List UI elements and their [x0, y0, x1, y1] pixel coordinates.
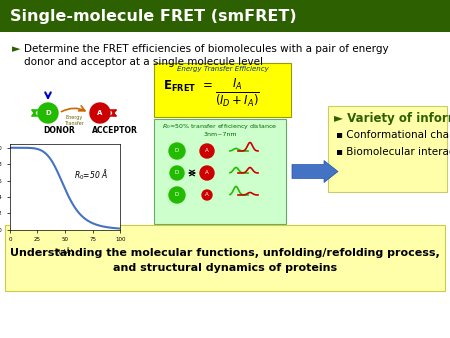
FancyBboxPatch shape: [328, 106, 447, 192]
Text: and structural dynamics of proteins: and structural dynamics of proteins: [113, 263, 337, 273]
Text: DONOR: DONOR: [43, 126, 75, 135]
Text: D: D: [175, 193, 179, 197]
Bar: [0, 0, 450, 32]
Text: Energy Transfer Efficiency: Energy Transfer Efficiency: [176, 66, 268, 72]
Text: ▪ Biomolecular interactions: ▪ Biomolecular interactions: [336, 147, 450, 157]
Text: Energy
Transfer: Energy Transfer: [64, 115, 84, 126]
Text: Determine the FRET efficiencies of biomolecules with a pair of energy: Determine the FRET efficiencies of biomo…: [24, 44, 389, 54]
Text: A: A: [205, 170, 209, 175]
Text: D: D: [175, 170, 179, 175]
FancyBboxPatch shape: [154, 63, 291, 117]
Circle shape: [169, 143, 185, 159]
Circle shape: [200, 166, 214, 180]
Text: ▪ Conformational changes: ▪ Conformational changes: [336, 130, 450, 140]
Text: D: D: [175, 148, 179, 153]
FancyBboxPatch shape: [154, 119, 286, 224]
FancyArrow shape: [292, 161, 338, 183]
Text: A: A: [205, 193, 209, 197]
Circle shape: [169, 187, 185, 203]
Text: $R_0$=50% transfer efficiency distance
3nm~7nm: $R_0$=50% transfer efficiency distance 3…: [162, 122, 278, 137]
Circle shape: [202, 190, 212, 200]
Text: $R_0$=50 Å: $R_0$=50 Å: [74, 168, 108, 183]
Circle shape: [170, 166, 184, 180]
Circle shape: [38, 103, 58, 123]
Text: A: A: [97, 110, 103, 116]
Text: $\frac{I_A}{(I_D + I_A)}$: $\frac{I_A}{(I_D + I_A)}$: [215, 77, 260, 109]
Text: ► Variety of information: ► Variety of information: [334, 112, 450, 125]
Text: donor and acceptor at a single molecule level: donor and acceptor at a single molecule …: [24, 57, 263, 67]
Text: Single-molecule FRET (smFRET): Single-molecule FRET (smFRET): [10, 8, 297, 24]
Text: ACCEPTOR: ACCEPTOR: [92, 126, 138, 135]
Text: ►: ►: [12, 44, 21, 54]
Text: A: A: [205, 148, 209, 153]
Text: Understanding the molecular functions, unfolding/refolding process,: Understanding the molecular functions, u…: [10, 248, 440, 258]
Text: D: D: [45, 110, 51, 116]
Circle shape: [200, 144, 214, 158]
Text: $\mathbf{E_{FRET}}$  =: $\mathbf{E_{FRET}}$ =: [163, 79, 213, 94]
Circle shape: [90, 103, 110, 123]
FancyBboxPatch shape: [5, 225, 445, 291]
X-axis label: R (Å): R (Å): [56, 248, 74, 256]
